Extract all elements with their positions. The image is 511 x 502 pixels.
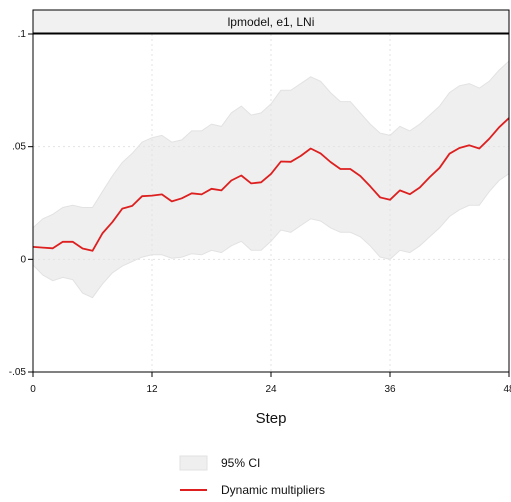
x-tick-label: 24: [265, 384, 277, 395]
x-tick-label: 48: [503, 384, 511, 395]
y-tick-label: -.05: [9, 367, 27, 378]
x-tick-label: 0: [30, 384, 36, 395]
chart-title: lpmodel, e1, LNi: [228, 15, 315, 29]
legend: 95% CI Dynamic multipliers: [180, 456, 325, 497]
x-axis-label: Step: [256, 410, 287, 427]
y-tick-label: 0: [20, 254, 26, 265]
y-tick-label: .1: [18, 29, 27, 40]
y-tick-label: .05: [12, 142, 26, 153]
plot-area: 012243648-.050.05.1: [9, 29, 511, 395]
legend-ci-swatch: [180, 456, 207, 470]
legend-ci-label: 95% CI: [221, 456, 260, 470]
x-tick-label: 12: [146, 384, 158, 395]
x-tick-label: 36: [384, 384, 396, 395]
legend-line-label: Dynamic multipliers: [221, 483, 325, 497]
